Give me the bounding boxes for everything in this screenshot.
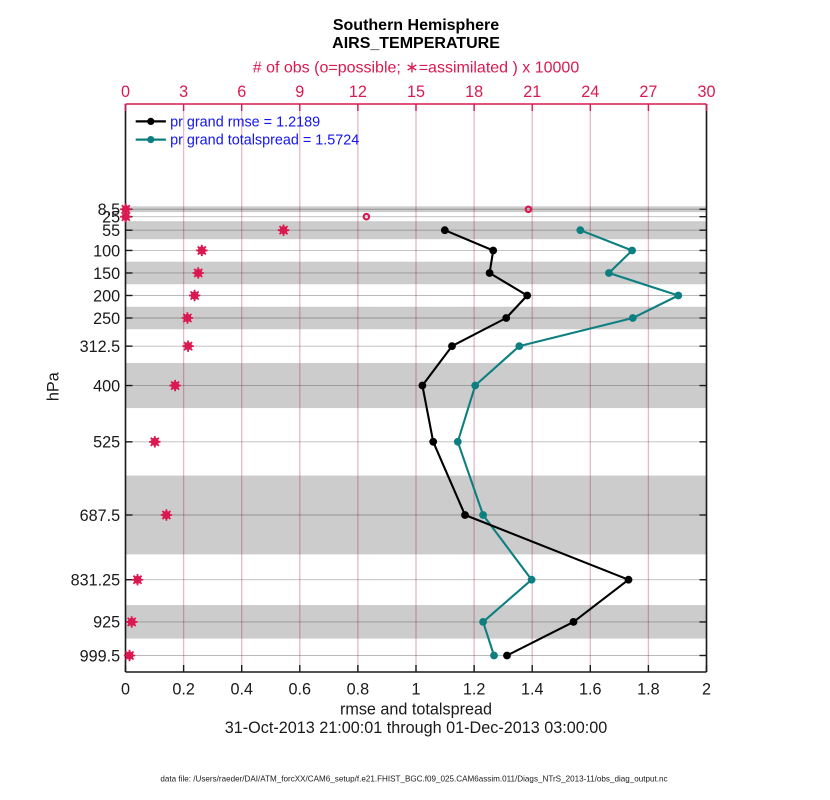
svg-text:9: 9 (295, 83, 304, 101)
svg-text:999.5: 999.5 (80, 647, 121, 665)
svg-text:18: 18 (465, 83, 483, 101)
svg-text:hPa: hPa (45, 372, 63, 401)
svg-text:1.2: 1.2 (463, 680, 486, 698)
svg-text:150: 150 (93, 265, 120, 283)
svg-text:30: 30 (697, 83, 715, 101)
svg-text:525: 525 (93, 434, 120, 452)
svg-text:21: 21 (523, 83, 541, 101)
svg-text:0.4: 0.4 (230, 680, 253, 698)
svg-text:1: 1 (411, 680, 420, 698)
svg-text:1.4: 1.4 (521, 680, 544, 698)
svg-text:0.2: 0.2 (172, 680, 195, 698)
svg-text:687.5: 687.5 (80, 507, 121, 525)
svg-text:6: 6 (237, 83, 246, 101)
svg-text:rmse and totalspread: rmse and totalspread (340, 700, 492, 718)
svg-text:1.6: 1.6 (579, 680, 602, 698)
svg-text:pr grand totalspread = 1.5724: pr grand totalspread = 1.5724 (170, 133, 359, 149)
svg-text:27: 27 (639, 83, 657, 101)
svg-text:8.5: 8.5 (98, 201, 121, 219)
svg-text:25: 25 (102, 209, 120, 227)
svg-text:12: 12 (349, 83, 367, 101)
svg-text:# of obs (o=possible; ∗=assimi: # of obs (o=possible; ∗=assimilated ) x … (253, 60, 580, 77)
svg-text:15: 15 (407, 83, 425, 101)
svg-text:3: 3 (179, 83, 188, 101)
svg-text:0.6: 0.6 (289, 680, 312, 698)
svg-text:55: 55 (102, 222, 120, 240)
svg-text:1.8: 1.8 (637, 680, 660, 698)
svg-text:pr grand rmse = 1.2189: pr grand rmse = 1.2189 (170, 114, 320, 130)
svg-text:24: 24 (581, 83, 599, 101)
svg-text:0: 0 (121, 83, 130, 101)
svg-text:400: 400 (93, 377, 120, 395)
svg-text:312.5: 312.5 (80, 338, 121, 356)
svg-text:Southern Hemisphere: Southern Hemisphere (333, 17, 499, 34)
svg-text:0: 0 (121, 680, 130, 698)
svg-text:2: 2 (702, 680, 711, 698)
svg-text:831.25: 831.25 (71, 572, 121, 590)
svg-text:31-Oct-2013 21:00:01 through 0: 31-Oct-2013 21:00:01 through 01-Dec-2013… (225, 719, 607, 737)
svg-text:200: 200 (93, 287, 120, 305)
svg-text:0.8: 0.8 (347, 680, 370, 698)
svg-text:925: 925 (93, 614, 120, 632)
svg-text:250: 250 (93, 310, 120, 328)
svg-text:100: 100 (93, 242, 120, 260)
svg-text:AIRS_TEMPERATURE: AIRS_TEMPERATURE (332, 35, 500, 52)
svg-text:data file: /Users/raeder/DAI/A: data file: /Users/raeder/DAI/ATM_forcXX/… (160, 775, 667, 784)
